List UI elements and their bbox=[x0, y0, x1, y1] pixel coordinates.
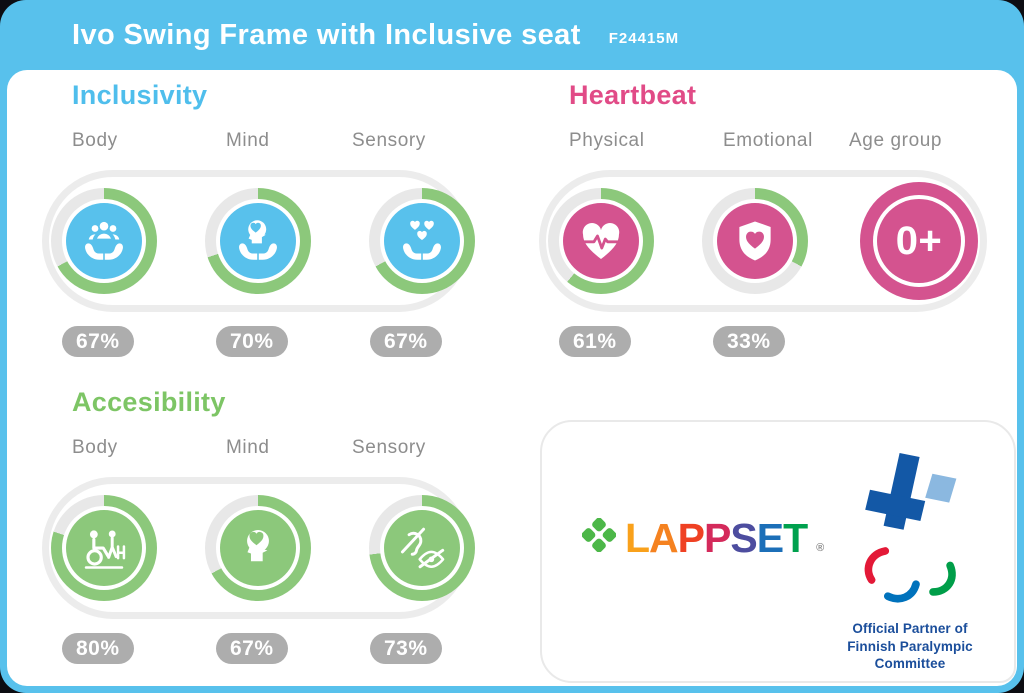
gauge-ring-heartbeat-age-group: 0+ bbox=[860, 182, 978, 300]
gauge-circle-heartbeat-emotional bbox=[717, 203, 793, 279]
gauge-ring-accessibility-mind bbox=[205, 495, 311, 601]
lappset-letter: T bbox=[783, 515, 808, 561]
gauge-ring-hole bbox=[380, 199, 464, 283]
partner-text-line1: Official Partner of bbox=[852, 621, 968, 636]
age-group-value: 0+ bbox=[895, 218, 943, 263]
lappset-clover-icon bbox=[581, 517, 617, 557]
shield-heart-icon bbox=[730, 216, 780, 266]
section-heartbeat: Heartbeat Physical 61% Emotional 33% Age gro… bbox=[504, 70, 1004, 370]
section-title-accessibility: Accesibility bbox=[72, 387, 226, 417]
gauge-ring-hole: 0+ bbox=[873, 195, 965, 287]
hearing-vision-impaired-icon bbox=[397, 523, 447, 573]
heart-pulse-icon bbox=[576, 216, 626, 266]
gauge-circle-accessibility-sensory bbox=[384, 510, 460, 586]
percent-badge-heartbeat-physical: 61% bbox=[559, 326, 631, 357]
gauge-label-inclusivity-mind: Mind bbox=[226, 130, 270, 151]
percent-badge-inclusivity-body: 67% bbox=[62, 326, 134, 357]
section-title-inclusivity: Inclusivity bbox=[72, 80, 208, 110]
percent-badge-inclusivity-sensory: 67% bbox=[370, 326, 442, 357]
lappset-letter: A bbox=[649, 515, 679, 561]
gauge-label-accessibility-body: Body bbox=[72, 437, 118, 458]
gauge-ring-hole bbox=[216, 506, 300, 590]
gauge-circle-heartbeat-age-group: 0+ bbox=[877, 199, 961, 283]
paralympic-partner-text: Official Partner of Finnish Paralympic C… bbox=[822, 620, 998, 673]
percent-badge-accessibility-body: 80% bbox=[62, 633, 134, 664]
partner-text-line2: Finnish Paralympic bbox=[847, 638, 973, 654]
section-accessibility: Accesibility Body 80% Mind 67% Sensory 73% bbox=[7, 377, 507, 677]
content-card: Inclusivity Body 67% Mind 70% Sensory 67% Hea… bbox=[7, 70, 1017, 686]
gauge-ring-hole bbox=[216, 199, 300, 283]
gauge-circle-accessibility-mind bbox=[220, 510, 296, 586]
product-code: F24415M bbox=[608, 29, 680, 47]
partner-text-line3: Committee bbox=[874, 656, 946, 672]
gauge-ring-heartbeat-physical bbox=[548, 188, 654, 294]
gauge-ring-heartbeat-emotional bbox=[702, 188, 808, 294]
section-inclusivity: Inclusivity Body 67% Mind 70% Sensory 67% bbox=[7, 70, 507, 370]
percent-badge-accessibility-mind: 67% bbox=[216, 633, 288, 664]
gauge-label-heartbeat-age-group: Age group bbox=[849, 130, 943, 151]
gauge-label-accessibility-mind: Mind bbox=[226, 437, 270, 458]
gauge-ring-inclusivity-body bbox=[51, 188, 157, 294]
finnish-paralympic-logo: Official Partner of Finnish Paralympic C… bbox=[822, 446, 998, 673]
header: Ivo Swing Frame with Inclusive seat F244… bbox=[0, 0, 1024, 70]
gauge-ring-inclusivity-sensory bbox=[369, 188, 475, 294]
gauge-label-inclusivity-sensory: Sensory bbox=[352, 130, 426, 151]
gauge-ring-hole bbox=[559, 199, 643, 283]
gauge-circle-accessibility-body bbox=[66, 510, 142, 586]
gauge-label-inclusivity-body: Body bbox=[72, 130, 118, 151]
page-title: Ivo Swing Frame with Inclusive seat bbox=[72, 18, 581, 51]
gauge-ring-hole bbox=[380, 506, 464, 590]
paralympic-cross-icon bbox=[822, 446, 998, 545]
percent-badge-heartbeat-emotional: 33% bbox=[713, 326, 785, 357]
gauge-circle-inclusivity-body bbox=[66, 203, 142, 279]
section-title-heartbeat: Heartbeat bbox=[569, 80, 697, 110]
lappset-letter: S bbox=[730, 515, 757, 561]
gauge-label-accessibility-sensory: Sensory bbox=[352, 437, 426, 458]
lappset-letter: L bbox=[625, 515, 650, 561]
gauge-circle-heartbeat-physical bbox=[563, 203, 639, 279]
gauge-ring-inclusivity-mind bbox=[205, 188, 311, 294]
gauge-ring-hole bbox=[62, 199, 146, 283]
lappset-letter: E bbox=[756, 515, 784, 561]
hands-holding-head-icon bbox=[233, 216, 283, 266]
paralympic-agitos-icon bbox=[822, 545, 998, 608]
hands-holding-people-icon bbox=[79, 216, 129, 266]
percent-badge-accessibility-sensory: 73% bbox=[370, 633, 442, 664]
percent-badge-inclusivity-mind: 70% bbox=[216, 326, 288, 357]
lappset-letter: P bbox=[704, 515, 731, 561]
wheelchair-walker-icon bbox=[79, 523, 129, 573]
gauge-ring-accessibility-body bbox=[51, 495, 157, 601]
head-heart-icon bbox=[233, 523, 283, 573]
gauge-label-heartbeat-physical: Physical bbox=[569, 130, 645, 151]
hands-holding-hearts-icon bbox=[397, 216, 447, 266]
gauge-ring-hole bbox=[62, 506, 146, 590]
registered-trademark-symbol: ® bbox=[816, 542, 825, 554]
gauge-circle-inclusivity-mind bbox=[220, 203, 296, 279]
gauge-ring-accessibility-sensory bbox=[369, 495, 475, 601]
gauge-circle-inclusivity-sensory bbox=[384, 203, 460, 279]
gauge-label-heartbeat-emotional: Emotional bbox=[723, 130, 813, 151]
gauge-ring-hole bbox=[713, 199, 797, 283]
lappset-letter: P bbox=[677, 515, 705, 561]
